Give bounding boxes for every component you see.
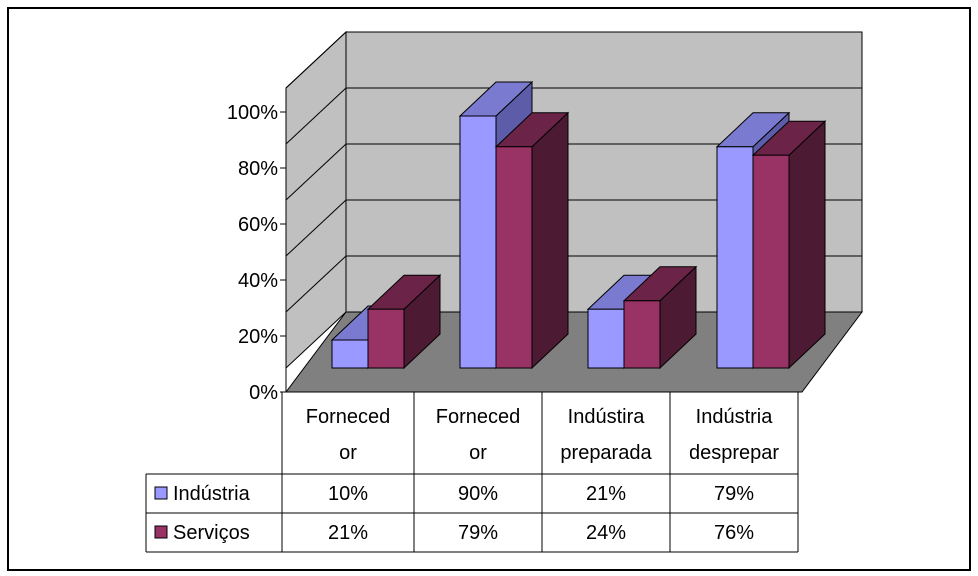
side-wall [285,30,347,370]
bar-front [752,154,790,369]
y-tick-label: 40% [238,270,278,292]
bar-front [716,146,754,369]
category-label: Forneced [436,406,521,428]
category-label: or [339,442,357,464]
data-table: Forneced or Forneced or Indústira preparada In… [145,391,799,553]
data-value: 76% [714,522,754,544]
gridline-side [285,199,347,257]
bar-1-1 [494,111,570,370]
category-label: Indústria [696,406,774,428]
y-tick-label: 0% [249,382,278,404]
bar-1-3 [751,120,827,370]
bar-1-0 [366,274,442,370]
category-label: desprepar [689,442,779,464]
bars [330,80,827,370]
gridline-side [285,31,347,89]
data-value: 21% [586,483,626,505]
data-value: 10% [328,483,368,505]
category-label: Forneced [306,406,391,428]
bar-front [495,146,533,369]
legend-label: Indústria [173,483,251,505]
category-label: preparada [560,442,652,464]
bar-front [331,339,369,369]
bar-front [367,308,405,369]
data-value: 90% [458,483,498,505]
bar-side [788,120,826,370]
gridline-side [285,87,347,145]
legend-key [154,486,168,500]
gridline-side [285,255,347,313]
y-tick-label: 100% [227,102,278,124]
bar-front [587,308,625,369]
y-tick-label: 80% [238,158,278,180]
y-tick-label: 60% [238,214,278,236]
bar-front [459,115,497,369]
legend-label: Serviços [173,522,250,544]
data-value: 21% [328,522,368,544]
bar-front [623,300,661,369]
bar-1-2 [622,265,698,370]
legend-key [154,525,168,539]
y-tick-label: 20% [238,326,278,348]
bar-side [531,111,569,370]
data-value: 24% [586,522,626,544]
category-label: or [469,442,487,464]
data-value: 79% [714,483,754,505]
data-value: 79% [458,522,498,544]
category-label: Indústira [568,406,646,428]
gridline-side [285,143,347,201]
